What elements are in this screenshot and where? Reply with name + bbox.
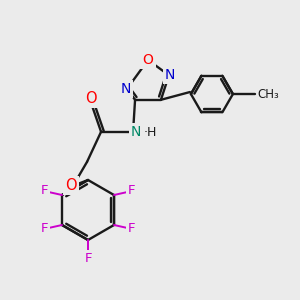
Text: O: O	[85, 91, 97, 106]
Text: F: F	[40, 184, 48, 197]
Text: N: N	[165, 68, 175, 82]
Text: F: F	[84, 251, 92, 265]
Text: O: O	[142, 53, 153, 67]
Text: CH₃: CH₃	[257, 88, 279, 100]
Text: F: F	[40, 223, 48, 236]
Text: N: N	[121, 82, 131, 96]
Text: F: F	[128, 223, 136, 236]
Text: F: F	[128, 184, 136, 197]
Text: O: O	[65, 178, 77, 193]
Text: ·H: ·H	[144, 126, 158, 139]
Text: N: N	[131, 125, 141, 139]
